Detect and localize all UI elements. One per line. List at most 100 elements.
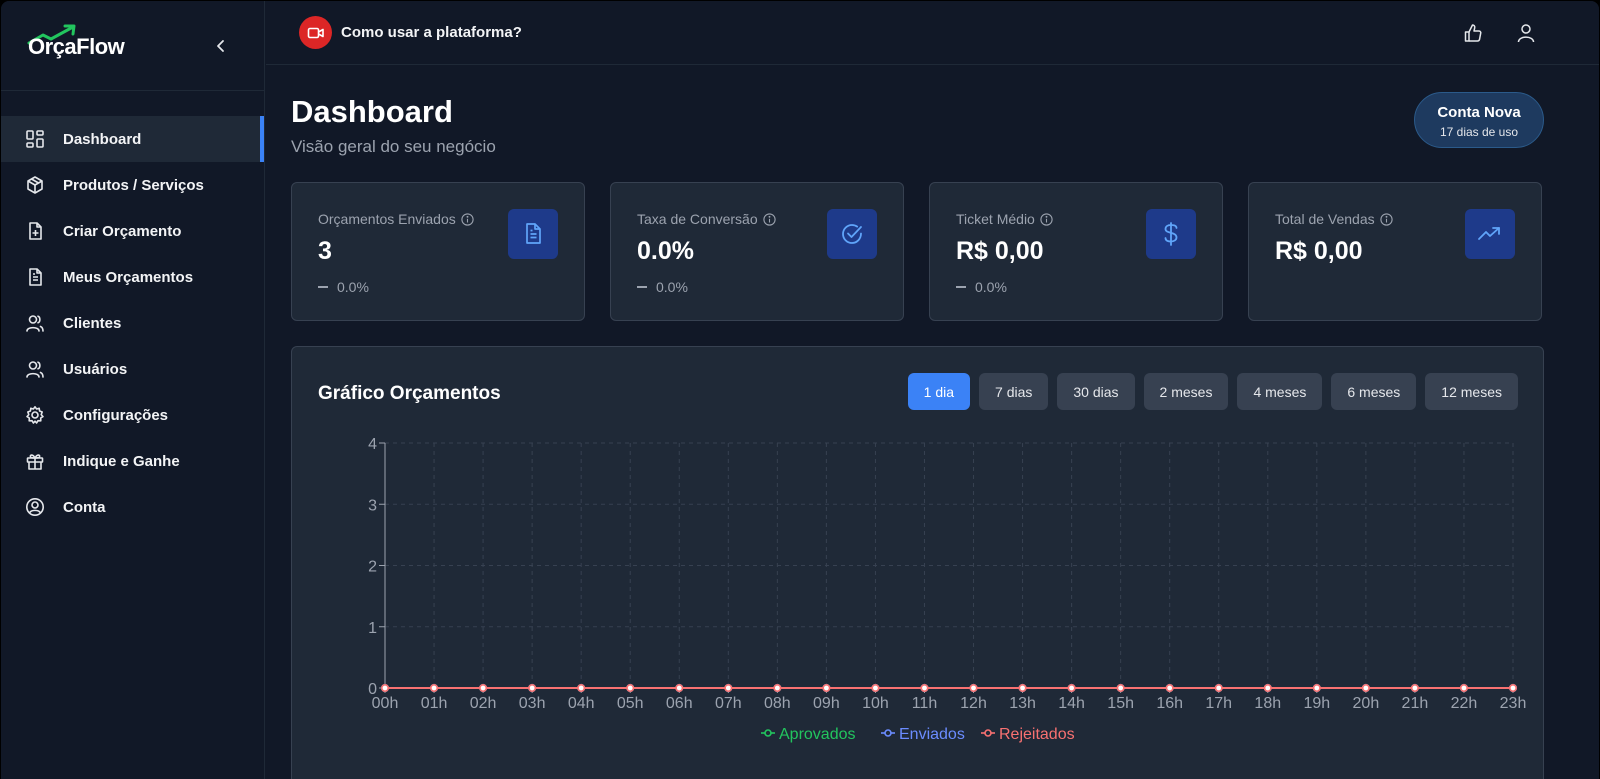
y-tick-label: 4 [368, 436, 377, 453]
data-point-rejeitados [871, 683, 880, 692]
sidebar-item-label: Indique e Ganhe [63, 452, 180, 470]
chart-title: Gráfico Orçamentos [318, 383, 501, 404]
video-camera-icon [307, 27, 324, 38]
data-point-rejeitados [773, 683, 782, 692]
stat-card-delta: 0.0% [956, 279, 1007, 295]
brand-logo[interactable]: OrçaFlow [28, 34, 125, 59]
chart-panel: Gráfico Orçamentos 1 dia 7 dias 30 dias … [291, 346, 1544, 779]
data-point-rejeitados [577, 683, 586, 692]
data-point-rejeitados [1165, 683, 1174, 692]
y-tick-label: 0 [368, 681, 377, 698]
data-point-rejeitados [822, 683, 831, 692]
range-button-6-meses[interactable]: 6 meses [1331, 373, 1417, 410]
y-tick-label: 2 [368, 559, 377, 576]
gear-icon [25, 405, 45, 425]
info-icon[interactable] [762, 212, 776, 226]
data-point-rejeitados [528, 683, 537, 692]
sidebar-item-label: Dashboard [63, 130, 142, 148]
sidebar-item-conta[interactable]: Conta [1, 484, 264, 530]
page-subtitle: Visão geral do seu negócio [291, 137, 496, 156]
dashboard-grid-icon [25, 129, 45, 149]
sidebar-item-clientes[interactable]: Clientes [1, 300, 264, 346]
gift-icon [25, 451, 45, 471]
sidebar-item-dashboard[interactable]: Dashboard [1, 116, 264, 162]
sidebar-item-label: Criar Orçamento [63, 222, 182, 240]
range-button-1-dia[interactable]: 1 dia [907, 373, 971, 410]
legend-label-rejeitados: Rejeitados [999, 726, 1075, 743]
stat-card-label-text: Taxa de Conversão [637, 211, 758, 227]
stat-card-value: 3 [318, 237, 332, 265]
data-point-rejeitados [381, 683, 390, 692]
sidebar-item-label: Configurações [63, 406, 169, 424]
stat-card-value: R$ 0,00 [1275, 237, 1363, 265]
range-button-7-dias[interactable]: 7 dias [979, 373, 1049, 410]
feedback-button[interactable] [1462, 22, 1484, 44]
stat-card-value: 0.0% [637, 237, 694, 265]
legend-marker-dot-aprovados [764, 729, 772, 737]
stat-card-label: Total de Vendas [1275, 211, 1393, 227]
sidebar-item-meus-orcamentos[interactable]: Meus Orçamentos [1, 254, 264, 300]
dollar-icon [1146, 209, 1196, 259]
x-tick-label: 13h [1009, 695, 1036, 712]
stat-card-total-de-vendas: Total de Vendas R$ 0,00 [1248, 182, 1542, 321]
sidebar-item-indique-e-ganhe[interactable]: Indique e Ganhe [1, 438, 264, 484]
stat-card-delta-text: 0.0% [656, 279, 688, 295]
stat-card-delta: 0.0% [318, 279, 369, 295]
stat-card-orcamentos-enviados: Orçamentos Enviados 3 0.0% [291, 182, 585, 321]
sidebar-item-label: Conta [63, 498, 106, 516]
x-tick-label: 12h [960, 695, 987, 712]
brand-area: OrçaFlow [1, 1, 264, 91]
sidebar-item-usuarios[interactable]: Usuários [1, 346, 264, 392]
thumbs-up-icon [1464, 24, 1482, 42]
x-tick-label: 07h [715, 695, 742, 712]
stat-card-taxa-de-conversao: Taxa de Conversão 0.0% 0.0% [610, 182, 904, 321]
account-status-badge[interactable]: Conta Nova 17 dias de uso [1414, 92, 1544, 148]
stat-card-delta-text: 0.0% [337, 279, 369, 295]
range-button-2-meses[interactable]: 2 meses [1143, 373, 1229, 410]
data-point-rejeitados [1018, 683, 1027, 692]
range-button-4-meses[interactable]: 4 meses [1237, 373, 1323, 410]
legend-marker-dot-enviados [884, 729, 892, 737]
x-tick-label: 16h [1156, 695, 1183, 712]
data-point-rejeitados [1459, 683, 1468, 692]
sidebar-item-label: Usuários [63, 360, 128, 378]
x-tick-label: 17h [1205, 695, 1232, 712]
x-tick-label: 11h [912, 695, 938, 712]
help-link[interactable]: Como usar a plataforma? [341, 24, 522, 41]
x-tick-label: 09h [813, 695, 840, 712]
line-chart: 0 1 2 3 4 00h 01h 02h 03h 04h 05h 06h 07h 08h 09h 10h 11… [368, 436, 1526, 743]
file-text-icon [25, 267, 45, 287]
range-selector: 1 dia 7 dias 30 dias 2 meses 4 meses 6 m… [907, 373, 1518, 410]
sidebar-item-criar-orcamento[interactable]: Criar Orçamento [1, 208, 264, 254]
data-point-rejeitados [626, 683, 635, 692]
data-point-rejeitados [1361, 683, 1370, 692]
sidebar-item-label: Produtos / Serviços [63, 176, 204, 194]
stat-card-value: R$ 0,00 [956, 237, 1044, 265]
x-tick-label: 05h [617, 695, 644, 712]
dash-icon [318, 286, 328, 288]
stat-card-label-text: Ticket Médio [956, 211, 1035, 227]
data-point-rejeitados [1312, 683, 1321, 692]
info-icon[interactable] [1379, 212, 1393, 226]
box-icon [25, 175, 45, 195]
range-button-30-dias[interactable]: 30 dias [1057, 373, 1135, 410]
y-tick-label: 3 [368, 497, 377, 514]
info-icon[interactable] [1040, 212, 1053, 226]
info-icon[interactable] [461, 212, 474, 226]
collapse-sidebar-button[interactable] [211, 36, 231, 56]
data-point-rejeitados [1263, 683, 1272, 692]
sidebar-item-produtos[interactable]: Produtos / Serviços [1, 162, 264, 208]
topbar: Como usar a plataforma? [266, 1, 1599, 65]
sidebar-item-configuracoes[interactable]: Configurações [1, 392, 264, 438]
help-video-button[interactable] [299, 16, 332, 49]
data-point-rejeitados [675, 683, 684, 692]
profile-button[interactable] [1515, 22, 1537, 44]
data-point-rejeitados [724, 683, 733, 692]
data-point-rejeitados [1067, 683, 1076, 692]
stat-card-delta: 0.0% [637, 279, 688, 295]
range-button-12-meses[interactable]: 12 meses [1425, 373, 1518, 410]
x-tick-label: 15h [1107, 695, 1134, 712]
chevron-left-icon [217, 40, 224, 52]
x-tick-label: 01h [421, 695, 448, 712]
trending-up-icon [1465, 209, 1515, 259]
